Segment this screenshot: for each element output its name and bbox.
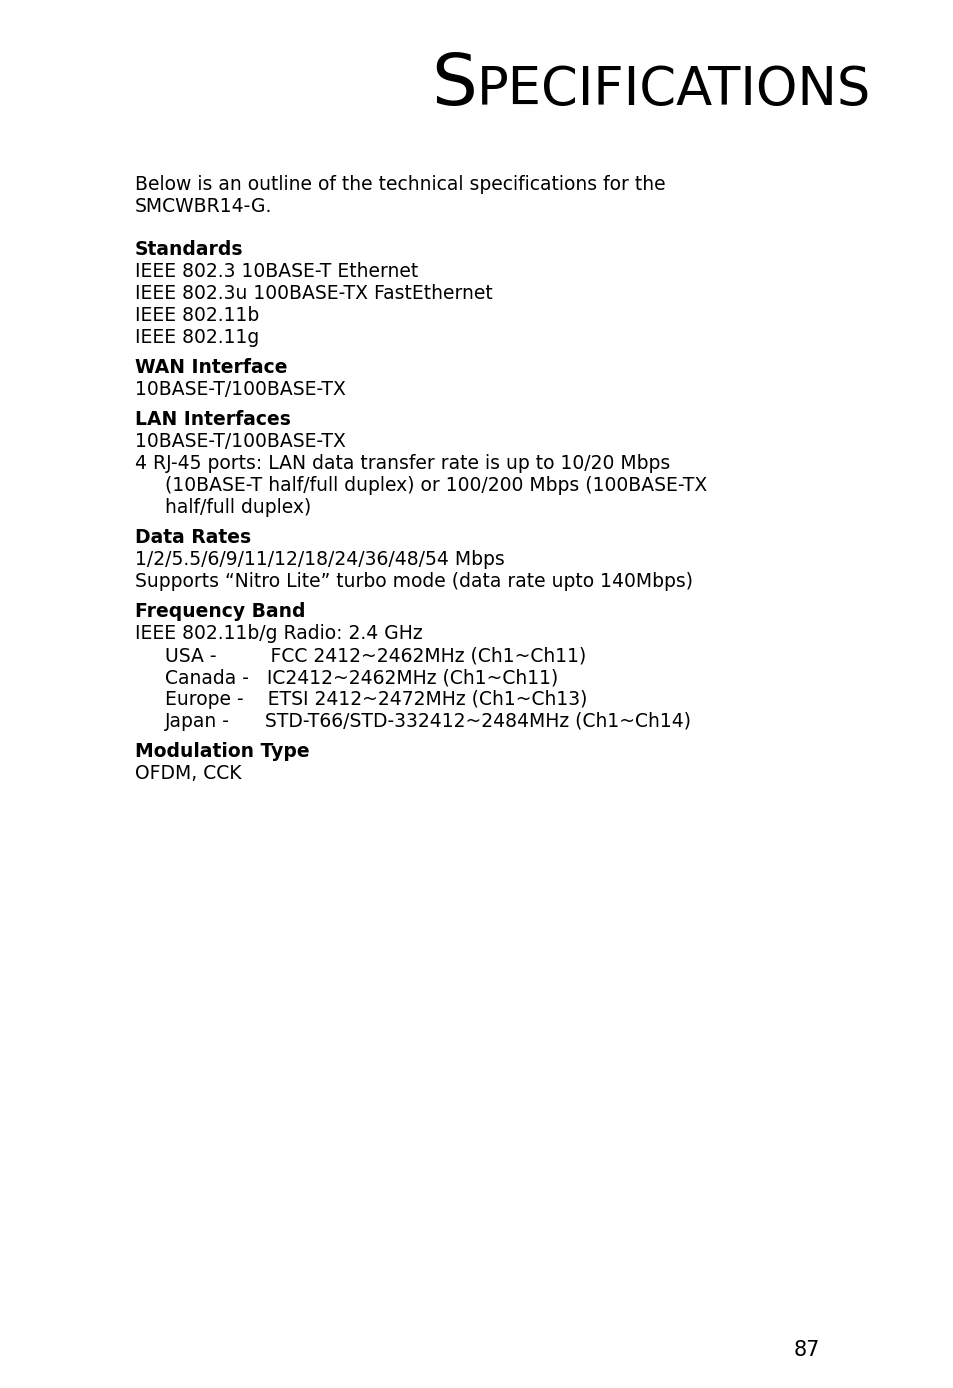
Text: LAN Interfaces: LAN Interfaces xyxy=(135,409,291,429)
Text: Standards: Standards xyxy=(135,240,243,260)
Text: SMCWBR14-G.: SMCWBR14-G. xyxy=(135,197,273,217)
Text: PECIFICATIONS: PECIFICATIONS xyxy=(476,64,870,117)
Text: Europe -    ETSI 2412~2472MHz (Ch1~Ch13): Europe - ETSI 2412~2472MHz (Ch1~Ch13) xyxy=(165,690,587,709)
Text: Modulation Type: Modulation Type xyxy=(135,743,310,761)
Text: IEEE 802.11b: IEEE 802.11b xyxy=(135,305,259,325)
Text: IEEE 802.3u 100BASE-TX FastEthernet: IEEE 802.3u 100BASE-TX FastEthernet xyxy=(135,285,493,303)
Text: Canada -   IC2412~2462MHz (Ch1~Ch11): Canada - IC2412~2462MHz (Ch1~Ch11) xyxy=(165,668,558,687)
Text: Data Rates: Data Rates xyxy=(135,527,251,547)
Text: Supports “Nitro Lite” turbo mode (data rate upto 140Mbps): Supports “Nitro Lite” turbo mode (data r… xyxy=(135,572,692,591)
Text: 1/2/5.5/6/9/11/12/18/24/36/48/54 Mbps: 1/2/5.5/6/9/11/12/18/24/36/48/54 Mbps xyxy=(135,550,504,569)
Text: Frequency Band: Frequency Band xyxy=(135,602,305,620)
Text: Below is an outline of the technical specifications for the: Below is an outline of the technical spe… xyxy=(135,175,665,194)
Text: OFDM, CCK: OFDM, CCK xyxy=(135,763,241,783)
Text: USA -         FCC 2412~2462MHz (Ch1~Ch11): USA - FCC 2412~2462MHz (Ch1~Ch11) xyxy=(165,645,586,665)
Text: IEEE 802.11b/g Radio: 2.4 GHz: IEEE 802.11b/g Radio: 2.4 GHz xyxy=(135,625,422,643)
Text: WAN Interface: WAN Interface xyxy=(135,358,287,378)
Text: 10BASE-T/100BASE-TX: 10BASE-T/100BASE-TX xyxy=(135,432,346,451)
Text: S: S xyxy=(431,51,476,119)
Text: 4 RJ-45 ports: LAN data transfer rate is up to 10/20 Mbps: 4 RJ-45 ports: LAN data transfer rate is… xyxy=(135,454,670,473)
Text: 87: 87 xyxy=(793,1339,820,1360)
Text: Japan -      STD-T66/STD-332412~2484MHz (Ch1~Ch14): Japan - STD-T66/STD-332412~2484MHz (Ch1~… xyxy=(165,712,691,731)
Text: IEEE 802.3 10BASE-T Ethernet: IEEE 802.3 10BASE-T Ethernet xyxy=(135,262,417,280)
Text: 10BASE-T/100BASE-TX: 10BASE-T/100BASE-TX xyxy=(135,380,346,398)
Text: half/full duplex): half/full duplex) xyxy=(165,498,311,516)
Text: IEEE 802.11g: IEEE 802.11g xyxy=(135,328,259,347)
Text: (10BASE-T half/full duplex) or 100/200 Mbps (100BASE-TX: (10BASE-T half/full duplex) or 100/200 M… xyxy=(165,476,706,496)
